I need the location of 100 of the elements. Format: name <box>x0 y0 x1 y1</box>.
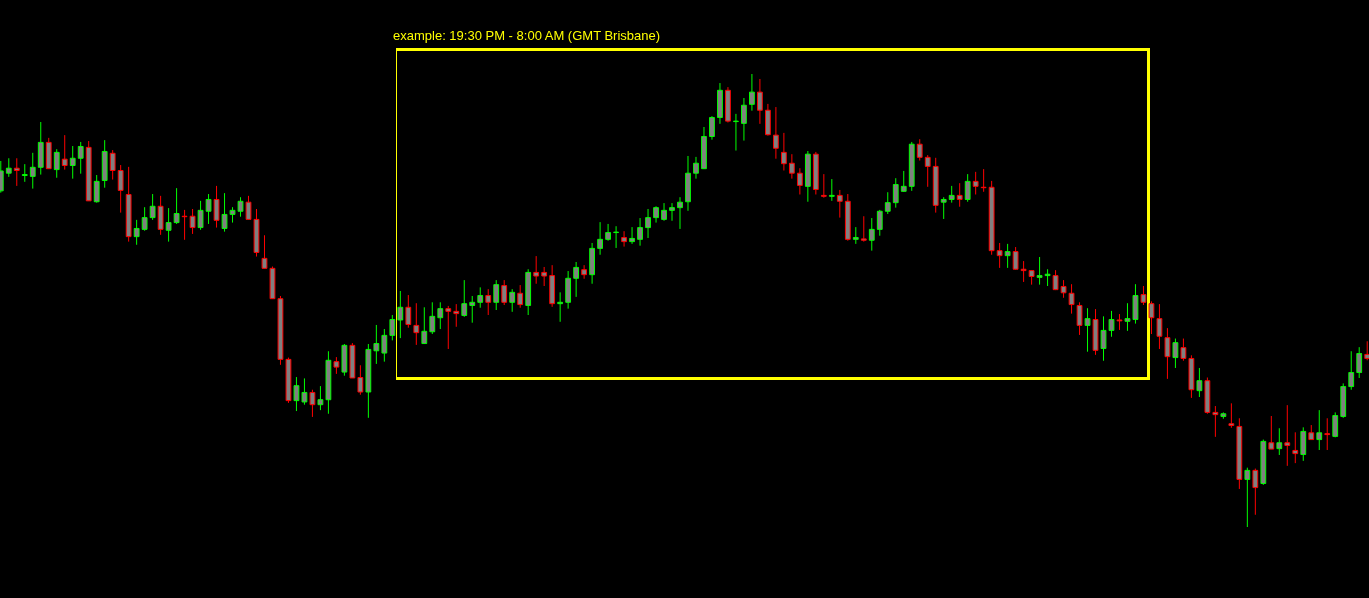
candlestick <box>1284 404 1291 467</box>
candlestick <box>581 264 588 280</box>
candlestick <box>1228 402 1235 429</box>
candlestick <box>165 207 172 243</box>
candlestick <box>301 377 308 406</box>
candlestick <box>1364 340 1369 361</box>
candlestick <box>1316 409 1323 451</box>
candlestick <box>78 141 84 175</box>
candlestick <box>749 73 756 112</box>
candlestick <box>637 217 644 247</box>
candlestick <box>117 164 124 214</box>
candlestick <box>1268 415 1275 450</box>
candlestick <box>6 157 12 178</box>
candlestick <box>605 223 612 242</box>
candlestick <box>677 196 684 230</box>
candlestick <box>925 154 931 188</box>
candlestick <box>14 157 20 187</box>
candlestick <box>1348 350 1355 391</box>
candlestick <box>1012 246 1019 271</box>
candlestick <box>1148 300 1155 335</box>
candlestick <box>429 301 436 335</box>
candlestick <box>613 225 620 249</box>
candlestick <box>141 206 148 232</box>
candlestick <box>149 193 156 221</box>
candlestick <box>941 196 947 220</box>
candlestick <box>541 266 548 287</box>
candlestick <box>133 219 140 246</box>
candlestick <box>381 328 388 363</box>
candlestick <box>781 132 787 171</box>
candlestick <box>437 301 444 330</box>
candlestick <box>621 230 628 248</box>
candlestick <box>93 174 100 204</box>
candlestick <box>861 215 867 243</box>
candlestick <box>54 148 60 179</box>
candlestick <box>373 324 380 365</box>
candlestick <box>797 167 803 195</box>
candlestick <box>477 286 484 309</box>
candlestick <box>709 115 716 141</box>
candlestick <box>461 279 468 318</box>
candlestick <box>1324 417 1331 451</box>
candlestick <box>1252 468 1259 516</box>
candlestick <box>1356 346 1363 379</box>
candlestick <box>829 178 835 202</box>
candlestick <box>1068 283 1075 315</box>
candlestick <box>645 208 652 239</box>
candlestick <box>453 303 460 328</box>
candlestick <box>405 294 412 329</box>
candlestick <box>629 226 636 245</box>
candlestick <box>773 106 779 160</box>
candlestick <box>1332 411 1339 438</box>
candlestick <box>197 200 204 231</box>
candlestick <box>557 291 564 323</box>
candlestick <box>501 279 508 306</box>
candlestick <box>173 187 180 225</box>
candlestick <box>893 177 899 209</box>
candlestick <box>1020 260 1027 283</box>
text: example: 19:30 PM - 8:00 AM (GMT Brisbane) <box>393 28 661 43</box>
candlestick <box>1156 303 1163 350</box>
candlestick <box>389 314 396 341</box>
candlestick <box>885 191 891 215</box>
candlestick <box>669 202 676 222</box>
candlestick <box>1244 467 1251 528</box>
candlestick <box>757 78 764 125</box>
candlestick <box>1276 427 1283 456</box>
candlestick <box>693 156 700 180</box>
candlestick <box>445 305 452 350</box>
candlestick <box>1212 405 1219 438</box>
candlestick <box>597 221 604 256</box>
candlestick <box>1172 338 1179 369</box>
candlestick <box>1004 243 1011 269</box>
candlestick <box>869 217 875 252</box>
candlestick <box>70 145 76 180</box>
candlestick <box>789 153 795 180</box>
candlestick <box>485 288 492 316</box>
candlestick <box>317 385 324 411</box>
candlestick <box>837 189 843 219</box>
candlestick <box>157 195 164 236</box>
candlestick <box>1164 327 1171 380</box>
candlestick <box>109 149 116 181</box>
candlestick <box>733 113 740 152</box>
candlestick <box>517 284 524 309</box>
candlestick <box>421 306 428 345</box>
candlestick <box>413 302 420 346</box>
candlestick <box>469 295 476 324</box>
candlestick <box>573 261 580 298</box>
candlestick <box>972 171 979 195</box>
candlestick <box>189 208 196 235</box>
candlestick <box>1180 338 1187 362</box>
candlestick <box>1036 256 1043 286</box>
candlestick <box>1196 367 1203 398</box>
candlestick <box>964 173 971 203</box>
candlestick <box>493 279 500 311</box>
candlestick <box>956 182 963 208</box>
candlestick <box>1300 426 1307 462</box>
candlestick <box>877 209 883 237</box>
candlestick <box>533 255 540 285</box>
candlestick <box>357 364 364 396</box>
candlestick <box>996 242 1003 269</box>
candlestick <box>901 170 907 193</box>
candlestick <box>741 97 748 142</box>
